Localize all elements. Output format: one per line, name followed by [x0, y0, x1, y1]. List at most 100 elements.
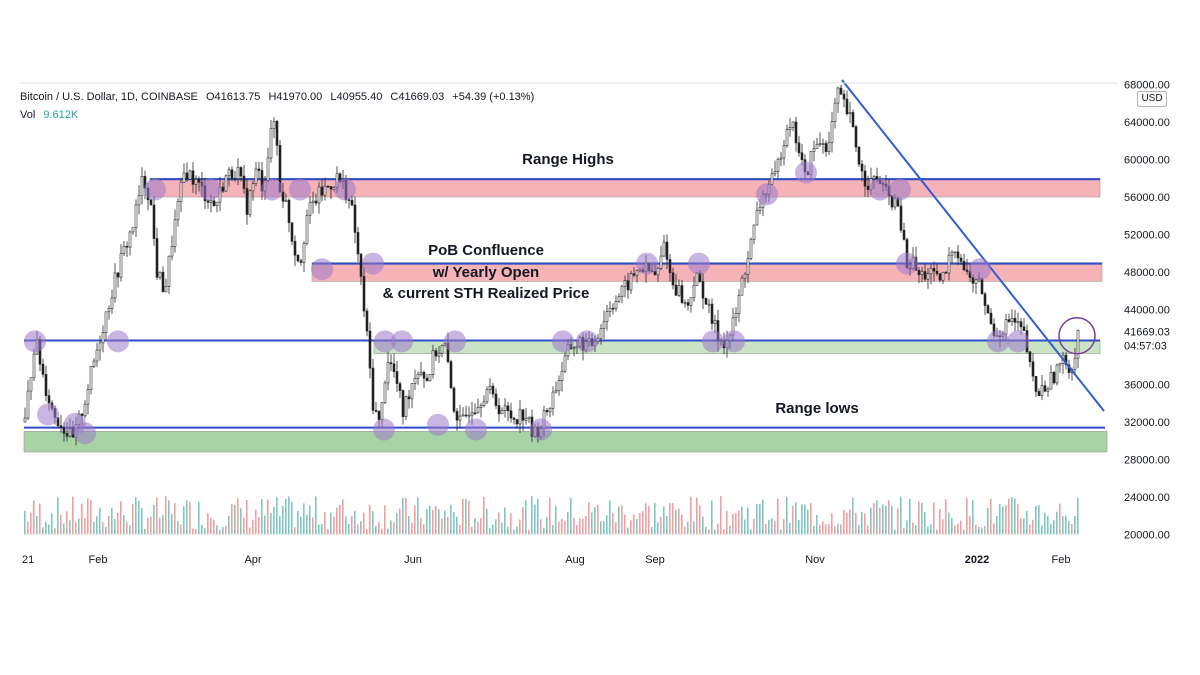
candle [320, 186, 324, 196]
symbol-name[interactable]: Bitcoin / U.S. Dollar, 1D, COINBASE [20, 91, 198, 103]
volume-bar [144, 528, 146, 535]
volume-bar [741, 506, 743, 535]
volume-bar [939, 508, 941, 535]
candle [29, 377, 33, 392]
volume-bar [846, 512, 848, 535]
volume-bar [249, 527, 251, 535]
candle [845, 98, 849, 115]
volume-bar [159, 517, 161, 535]
volume-bar [1071, 523, 1073, 535]
volume-bar [873, 503, 875, 535]
volume-bar [393, 521, 395, 535]
touch-marker [636, 252, 658, 275]
volume-bar [705, 526, 707, 535]
volume-bar [918, 501, 920, 535]
volume-bar [1032, 519, 1034, 535]
volume-bar [525, 500, 527, 535]
x-tick-label: Apr [244, 554, 261, 566]
volume-bar [456, 516, 458, 535]
candle [314, 200, 318, 204]
volume-bar [852, 497, 854, 535]
candle [185, 172, 189, 180]
candle [362, 276, 366, 312]
volume-bar [240, 508, 242, 535]
candle [473, 412, 477, 415]
volume-bar [231, 504, 233, 535]
volume-bar [735, 513, 737, 535]
candle [392, 363, 396, 372]
volume-bar [528, 529, 530, 535]
touch-marker [465, 418, 487, 441]
volume-bar [690, 496, 692, 535]
y-tick-label: 32000.00 [1124, 417, 1170, 429]
candle [95, 349, 99, 362]
volume-bar [483, 496, 485, 535]
volume-bar [108, 515, 110, 535]
volume-bar [321, 524, 323, 535]
candle [323, 185, 327, 196]
candle [410, 383, 414, 400]
y-tick-label: 28000.00 [1124, 455, 1170, 467]
candle [350, 200, 354, 206]
candle [944, 271, 948, 274]
volume-bar [123, 514, 125, 535]
candle [317, 186, 321, 204]
volume-bar [477, 521, 479, 535]
candle [701, 281, 705, 299]
candle [818, 143, 822, 146]
volume-bar [861, 511, 863, 535]
candle [239, 167, 243, 177]
candle [206, 200, 210, 203]
candle [962, 261, 966, 271]
candle [401, 390, 405, 417]
volume-bar [942, 519, 944, 535]
candle [527, 416, 531, 419]
candle [665, 241, 669, 260]
volume-bar [432, 510, 434, 535]
last-price-label: 41669.03 [1124, 326, 1170, 338]
volume-bar [636, 519, 638, 535]
volume-bar [27, 521, 29, 535]
candle [812, 148, 816, 152]
candle [902, 229, 906, 240]
volume-bar [666, 515, 668, 535]
volume-bar [750, 529, 752, 535]
volume-bar [387, 528, 389, 535]
volume-label[interactable]: Vol [20, 109, 36, 121]
volume-bar [597, 504, 599, 535]
candle [1055, 364, 1059, 384]
candle [248, 190, 252, 215]
candle [386, 362, 390, 384]
candle [677, 285, 681, 296]
y-tick-label: 68000.00 [1124, 80, 1170, 92]
candle [917, 270, 921, 275]
volume-bar [858, 524, 860, 535]
touch-marker [107, 330, 129, 353]
currency-badge[interactable]: USD [1137, 91, 1167, 107]
candle [791, 121, 795, 128]
volume-bar [855, 512, 857, 535]
volume-bar [303, 503, 305, 535]
volume-bar [516, 526, 518, 535]
candle [899, 205, 903, 231]
volume-bar [747, 507, 749, 535]
volume-bar [630, 520, 632, 535]
volume-bar [1041, 525, 1043, 535]
volume-bar [1011, 497, 1013, 535]
volume-bar [30, 512, 32, 535]
volume-bar [120, 501, 122, 535]
volume-bar [1053, 519, 1055, 535]
candle [425, 377, 429, 382]
volume-bar [972, 500, 974, 535]
volume-bar [522, 507, 524, 535]
candle [737, 294, 741, 314]
volume-bar [60, 514, 62, 535]
volume-bar [618, 506, 620, 535]
volume-bar [306, 514, 308, 535]
candle [62, 427, 66, 434]
x-tick-label: Sep [645, 554, 665, 566]
candle [299, 260, 303, 263]
volume-bar [987, 508, 989, 535]
trendline [841, 79, 1105, 412]
